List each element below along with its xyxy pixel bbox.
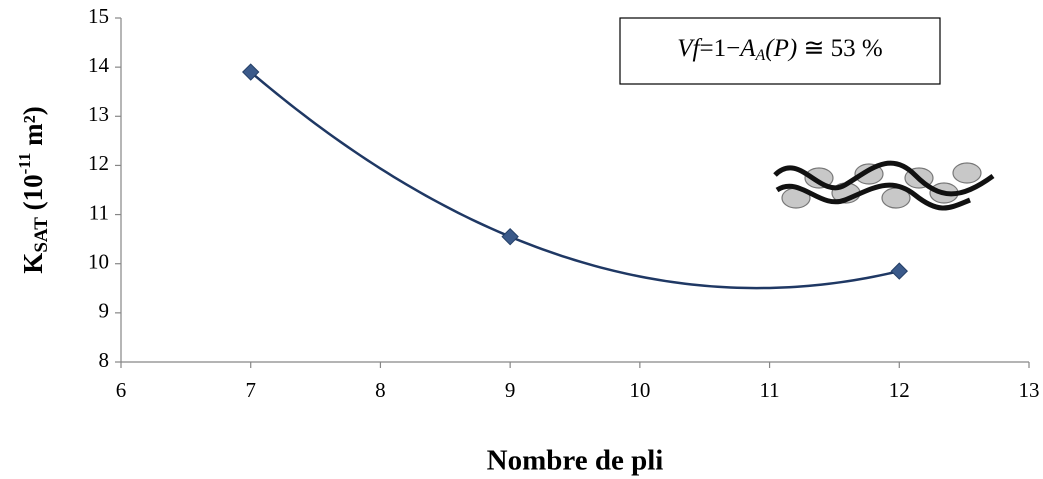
annotation-box (619, 17, 941, 85)
annotation-part: A (738, 35, 756, 62)
x-tick-label: 9 (505, 378, 516, 402)
y-tick-label: 10 (88, 250, 109, 274)
data-point (242, 63, 260, 81)
y-label-part: K (18, 253, 48, 274)
x-tick-label: 10 (629, 378, 650, 402)
y-label-part: (10 (18, 174, 48, 217)
annotation-part: A (754, 47, 765, 64)
annotation-part: Vf (677, 35, 702, 62)
annotation-part: (P) (765, 35, 797, 62)
y-label-part: SAT (31, 217, 52, 253)
annotation-part: ≅ 53 % (797, 35, 883, 62)
data-point (501, 227, 519, 246)
y-axis-label: KSAT (10-11 m²) (15, 106, 52, 273)
trend-curve (249, 71, 900, 290)
x-tick-label: 11 (759, 378, 779, 402)
y-label-part: -11 (15, 153, 34, 175)
x-axis-label: Nombre de pli (487, 445, 664, 477)
y-tick-label: 13 (88, 102, 109, 126)
y-tick-label: 15 (88, 4, 109, 28)
x-tick-label: 8 (375, 378, 386, 402)
y-tick-label: 12 (88, 151, 109, 175)
y-tick-label: 9 (99, 299, 110, 323)
data-point (890, 262, 908, 280)
x-tick-label: 13 (1019, 378, 1040, 402)
x-tick-label: 6 (116, 378, 127, 402)
y-tick-label: 14 (88, 53, 110, 77)
annotation: Vf=1−AA(P) ≅ 53 % (677, 35, 882, 64)
annotation-part: =1− (700, 35, 741, 62)
x-tick-label: 7 (245, 378, 256, 402)
y-tick-label: 8 (99, 348, 110, 372)
y-label-part: m²) (18, 106, 48, 152)
fiber-illustration (773, 160, 995, 211)
y-tick-label: 11 (89, 200, 109, 224)
x-tick-label: 12 (889, 378, 910, 402)
